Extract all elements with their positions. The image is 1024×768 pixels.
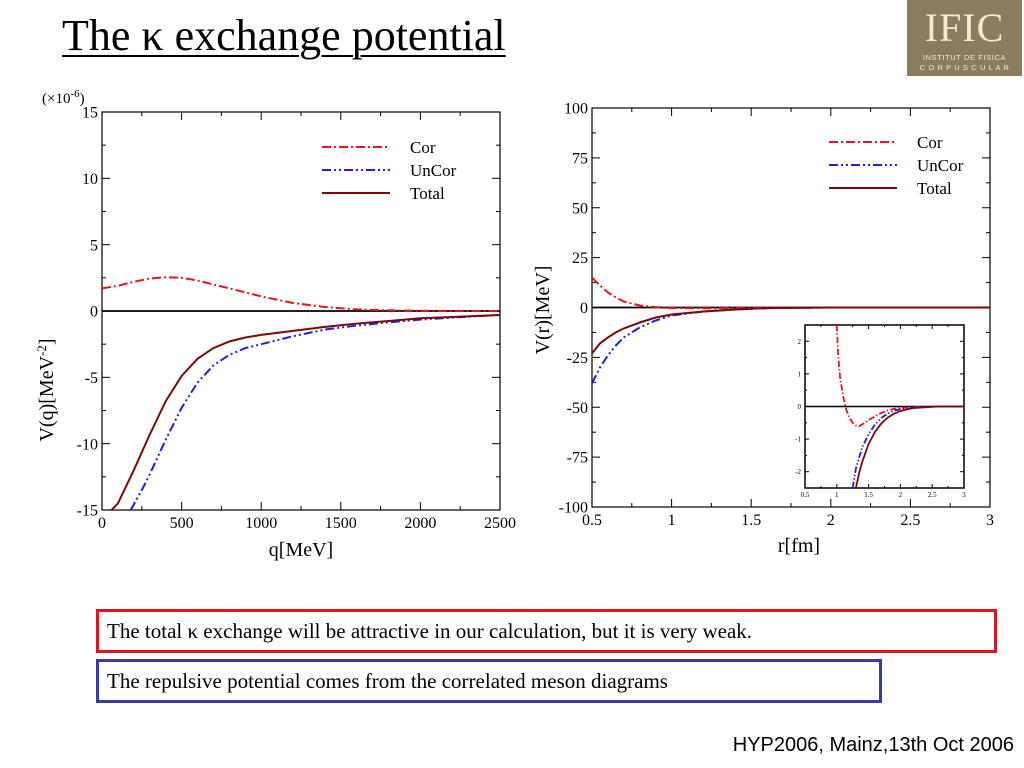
inset-chart: 0.5 1 1.5 2 2.5 3 -2 -1 0 1 2 bbox=[795, 323, 966, 499]
left-y-tick-label: 0 bbox=[90, 304, 98, 321]
left-y-tick-label: 5 bbox=[90, 237, 98, 254]
right-legend-cor-label: Cor bbox=[917, 133, 943, 152]
right-legend-uncor-label: UnCor bbox=[917, 156, 964, 175]
left-legend-uncor-label: UnCor bbox=[410, 161, 457, 180]
right-y-tick-label: -25 bbox=[567, 350, 588, 367]
left-y-axis-label-end: ] bbox=[36, 338, 58, 345]
momentum-space-chart: 0 500 1000 1500 2000 2500 -15 -10 -5 0 5 10 15 Cor UnC… bbox=[34, 88, 516, 561]
right-y-tick-label: 100 bbox=[564, 101, 588, 118]
logo-subtitle-2: C O R P U S C U L A R bbox=[919, 63, 1010, 72]
left-legend-total-label: Total bbox=[410, 184, 445, 203]
left-series-total-line bbox=[110, 314, 500, 510]
inset-series-total-line bbox=[855, 405, 964, 488]
logo-subtitle-1: INSTITUT DE FISICA bbox=[922, 53, 1007, 62]
left-series-uncor-line bbox=[129, 314, 500, 510]
left-x-tick-label: 500 bbox=[170, 515, 194, 532]
left-y-tick-label: -10 bbox=[77, 436, 98, 453]
right-y-tick-label: 0 bbox=[580, 300, 588, 317]
left-x-tick-label: 2000 bbox=[404, 515, 436, 532]
ific-logo: IFIC INSTITUT DE FISICA C O R P U S C U … bbox=[907, 0, 1022, 76]
right-y-tick-label: 75 bbox=[572, 150, 588, 167]
right-series-total-line bbox=[592, 306, 990, 355]
right-x-tick-label: 2.5 bbox=[900, 512, 920, 529]
left-y-tick-label: 15 bbox=[82, 105, 98, 122]
slide-title: The κ exchange potential bbox=[62, 11, 506, 60]
footer-conference: HYP2006, Mainz,13th Oct 2006 bbox=[732, 734, 1014, 756]
left-series-cor-line bbox=[102, 276, 500, 312]
inset-background bbox=[801, 323, 965, 495]
right-x-axis-label: r[fm] bbox=[778, 535, 820, 557]
inset-y-tick-label: 0 bbox=[798, 403, 802, 411]
inset-x-tick-label: 1 bbox=[835, 491, 839, 499]
repulsive-note-text: The repulsive potential comes from the c… bbox=[107, 669, 668, 693]
inset-y-tick-label: 2 bbox=[798, 338, 802, 346]
right-x-tick-label: 0.5 bbox=[582, 512, 602, 529]
left-x-axis-label: q[MeV] bbox=[269, 539, 333, 561]
left-scale-note: (×10-6) bbox=[42, 88, 85, 107]
inset-series-cor-line bbox=[835, 325, 964, 428]
left-y-tick-label: 10 bbox=[82, 171, 98, 188]
coordinate-space-chart: 0.5 1 1.5 2 2.5 3 -100 -75 -50 -25 0 25 50 75 100 Cor Un… bbox=[532, 101, 994, 557]
right-y-tick-label: -50 bbox=[567, 400, 588, 417]
inset-y-tick-label: -2 bbox=[795, 468, 801, 476]
inset-x-tick-label: 1.5 bbox=[864, 491, 873, 499]
inset-x-tick-label: 2.5 bbox=[928, 491, 937, 499]
right-x-tick-label: 1.5 bbox=[741, 512, 761, 529]
right-y-tick-label: 50 bbox=[572, 200, 588, 217]
right-y-tick-label: -100 bbox=[559, 500, 588, 517]
left-y-axis-label-main: V(q)[MeV bbox=[36, 355, 58, 441]
right-y-axis-label: V(r)[MeV] bbox=[532, 266, 554, 355]
left-y-axis-label-sup: -2 bbox=[34, 345, 49, 356]
left-x-tick-label: 2500 bbox=[484, 515, 516, 532]
left-legend-cor-label: Cor bbox=[410, 138, 436, 157]
inset-y-tick-label: 1 bbox=[798, 370, 802, 378]
repulsive-note-box: The repulsive potential comes from the c… bbox=[96, 659, 882, 703]
right-x-tick-label: 1 bbox=[668, 512, 676, 529]
logo-text: IFIC bbox=[924, 5, 1005, 50]
left-y-tick-label: -15 bbox=[77, 503, 98, 520]
inset-x-tick-label: 2 bbox=[899, 491, 903, 499]
attractive-note-text: The total κ exchange will be attractive … bbox=[107, 619, 753, 643]
right-series-cor-line bbox=[592, 276, 990, 310]
left-scale-note-main: (×10 bbox=[42, 91, 70, 107]
inset-y-tick-label: -1 bbox=[795, 436, 801, 444]
attractive-note-box: The total κ exchange will be attractive … bbox=[96, 609, 997, 653]
left-x-tick-label: 1000 bbox=[245, 515, 277, 532]
right-y-tick-label: 25 bbox=[572, 250, 588, 267]
left-x-tick-label: 0 bbox=[98, 515, 106, 532]
inset-x-tick-label: 0.5 bbox=[801, 491, 810, 499]
right-y-tick-label: -75 bbox=[567, 450, 588, 467]
right-legend-total-label: Total bbox=[917, 179, 952, 198]
left-scale-note-end: ) bbox=[80, 91, 85, 107]
left-scale-note-sup: -6 bbox=[70, 88, 80, 100]
right-x-tick-label: 3 bbox=[986, 512, 994, 529]
inset-x-tick-label: 3 bbox=[962, 491, 966, 499]
left-x-tick-label: 1500 bbox=[325, 515, 357, 532]
left-y-tick-label: -5 bbox=[85, 370, 98, 387]
left-y-axis-label: V(q)[MeV-2] bbox=[34, 338, 58, 441]
right-x-tick-label: 2 bbox=[827, 512, 835, 529]
